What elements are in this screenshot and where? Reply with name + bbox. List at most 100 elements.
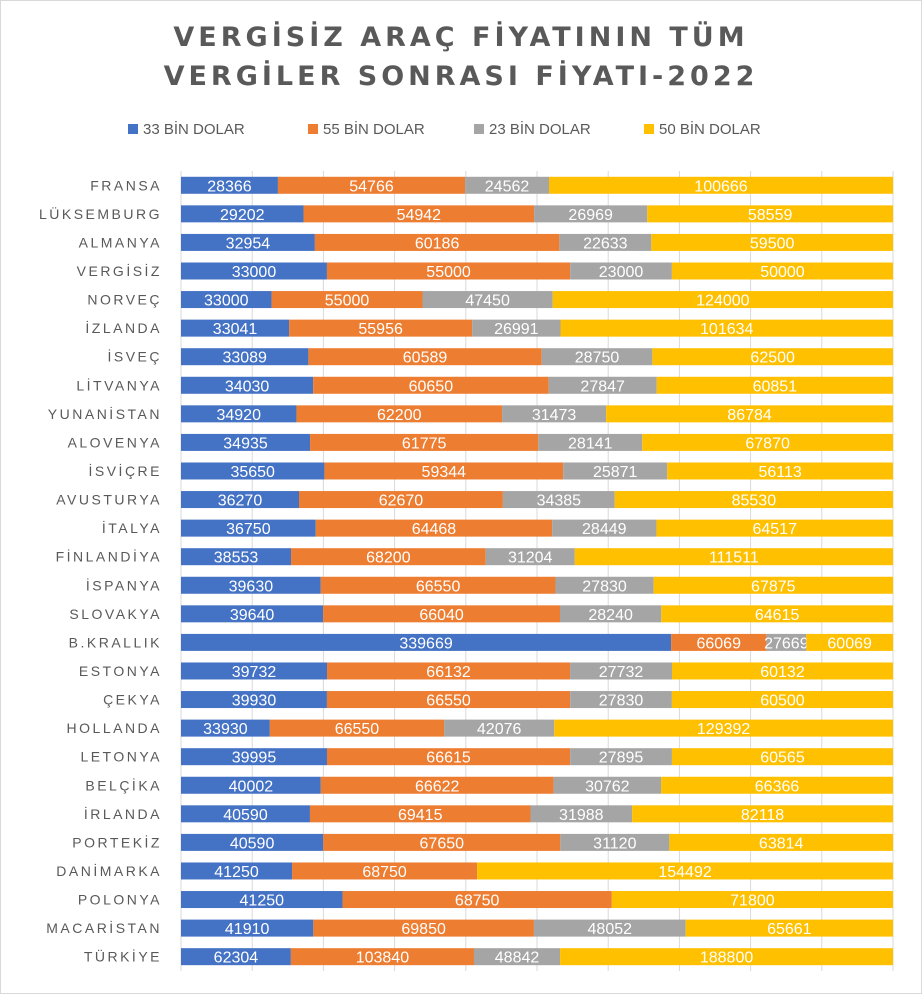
data-label: 64615 [755,607,800,624]
data-label: 66132 [426,664,471,681]
data-label: 29202 [220,207,265,224]
legend-entry: 50 BİN DOLAR [659,120,761,138]
data-label: 34385 [537,493,582,510]
bar-i-spanya-series-4 [653,576,893,594]
data-label: 67875 [751,578,796,595]
category-label-li-tvanya: LİTVANYA [76,376,162,393]
category-label-lüksemburg: LÜKSEMBURG [39,205,162,222]
bar-porteki-z-series-1 [181,833,324,851]
data-label: 60565 [760,750,805,767]
category-label-dani-marka: DANİMARKA [56,862,162,879]
bar-norveç-series-2 [271,291,423,309]
data-label: 66615 [426,750,471,767]
bar-li-tvanya-series-3 [548,376,657,394]
data-label: 31120 [593,835,636,852]
bar-i-talya-series-3 [552,519,657,537]
bar-yunani-stan-series-3 [502,405,607,423]
data-label: 28141 [568,435,613,452]
data-label: 35650 [230,464,275,481]
bar-fransa-series-1 [181,176,278,194]
data-label: 62500 [750,350,795,367]
data-label: 58559 [748,207,793,224]
bar-li-tvanya-series-2 [313,376,549,394]
data-label: 27895 [599,750,644,767]
data-label: 28750 [575,350,620,367]
data-label: 124000 [696,293,749,310]
data-label: 64468 [412,521,457,538]
bar-i-sveç-series-2 [308,348,542,366]
data-label: 65661 [767,921,812,938]
data-label: 28449 [582,521,627,538]
bar-belçi-ka-series-2 [320,776,554,794]
data-label: 42076 [477,721,522,738]
bar-i-sveç-series-3 [541,348,653,366]
bar-hollanda-series-3 [444,719,555,737]
bar-b-krallik-series-4 [806,633,893,651]
data-label: 66069 [696,635,741,652]
bar-norveç-series-4 [552,291,893,309]
bar-avusturya-series-1 [181,491,299,509]
data-label: 82118 [741,807,784,824]
data-label: 68200 [366,550,411,567]
bar-dani-marka-series-1 [181,862,293,880]
legend-swatch [128,124,138,134]
bar-letonya-series-2 [326,748,571,766]
category-label-i-spanya: İSPANYA [86,576,162,593]
category-label-yunani-stan: YUNANİSTAN [48,405,162,422]
data-label: 55000 [325,293,370,310]
bar-türki-ye-series-4 [560,948,893,966]
data-label: 60186 [415,235,460,252]
data-label: 38553 [214,550,259,567]
bar-macari-stan-series-1 [181,919,314,937]
data-label: 40002 [229,778,274,795]
data-label: 55000 [426,264,471,281]
data-label: 36270 [218,493,263,510]
data-label: 71800 [730,893,775,910]
bar-almanya-series-2 [314,233,560,251]
data-label: 31988 [559,807,604,824]
bar-almanya-series-4 [651,233,893,251]
bar-alovenya-series-4 [642,433,893,451]
bar-vergi-si-z-series-4 [671,262,893,280]
data-label: 32954 [226,235,271,252]
data-label: 36750 [226,521,271,538]
bar-norveç-series-1 [181,291,272,309]
bar-vergi-si-z-series-2 [326,262,571,280]
data-label: 26969 [568,207,613,224]
data-label: 68750 [455,893,500,910]
category-label-hollanda: HOLLANDA [67,720,162,736]
category-label-i-sveç: İSVEÇ [107,348,162,365]
bar-porteki-z-series-4 [669,833,893,851]
bar-i-zlanda-series-3 [472,319,561,337]
data-label: 55956 [358,321,403,338]
bar-vergi-si-z-series-1 [181,262,327,280]
chart-title-line-1: VERGİSİZ ARAÇ FİYATININ TÜM [173,22,749,53]
data-label: 339669 [399,635,452,652]
data-label: 27830 [582,578,627,595]
data-label: 68750 [362,864,407,881]
data-label: 27847 [580,378,625,395]
data-label: 31473 [532,407,577,424]
category-label-i-rlanda: İRLANDA [84,805,162,822]
category-label-letonya: LETONYA [80,749,162,765]
bar-çekya-series-1 [181,691,327,709]
data-label: 39630 [229,578,274,595]
bar-i-zlanda-series-2 [289,319,473,337]
data-label: 67870 [745,435,790,452]
bar-letonya-series-4 [671,748,893,766]
bar-vergi-si-z-series-3 [570,262,672,280]
data-label: 50000 [760,264,805,281]
data-label: 67650 [420,835,465,852]
bar-fransa-series-2 [277,176,466,194]
data-label: 34030 [225,378,270,395]
data-label: 69415 [398,807,443,824]
bar-letonya-series-1 [181,748,327,766]
bar-türki-ye-series-2 [290,948,474,966]
data-label: 23000 [599,264,644,281]
bar-çekya-series-2 [326,691,571,709]
data-label: 60851 [753,378,798,395]
bar-fi-nlandi-ya-series-1 [181,548,292,566]
bar-yunani-stan-series-2 [296,405,503,423]
bar-i-spanya-series-1 [181,576,321,594]
bar-letonya-series-3 [570,748,672,766]
